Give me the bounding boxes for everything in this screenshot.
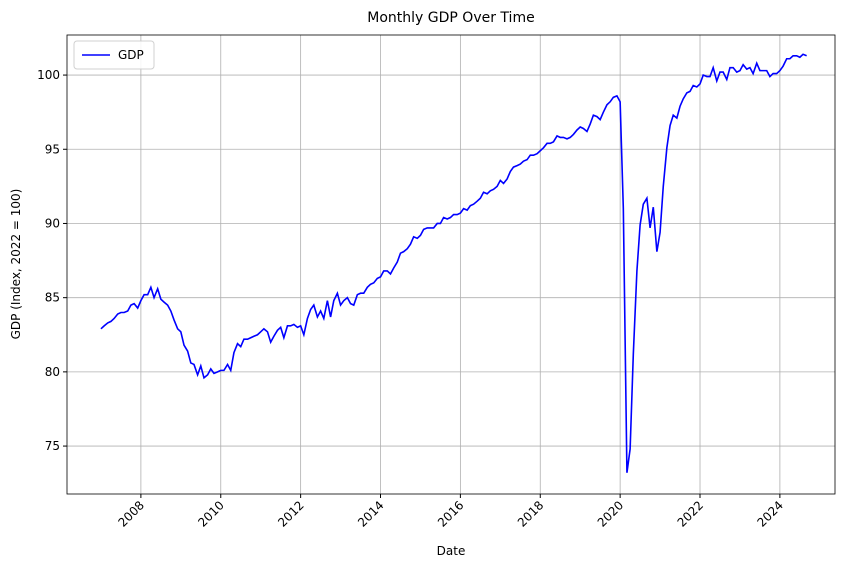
y-tick-label: 75 (45, 439, 60, 453)
y-tick-label: 80 (45, 365, 60, 379)
x-tick-label: 2010 (195, 498, 226, 529)
y-axis-label: GDP (Index, 2022 = 100) (9, 189, 23, 340)
y-tick-label: 95 (45, 142, 60, 156)
x-tick-label: 2016 (435, 498, 466, 529)
chart-title: Monthly GDP Over Time (367, 10, 534, 26)
x-tick-label: 2022 (675, 498, 706, 529)
y-tick-label: 100 (37, 68, 60, 82)
plot-frame (66, 34, 836, 495)
data-line (100, 53, 807, 473)
x-tick-label: 2012 (275, 498, 306, 529)
x-tick-label: 2014 (355, 498, 386, 529)
x-tick-label: 2020 (595, 498, 626, 529)
x-tick-label: 2008 (116, 498, 147, 529)
x-tick-label: 2024 (755, 498, 786, 529)
x-tick-label: 2018 (515, 498, 546, 529)
x-axis-label: Date (437, 544, 466, 558)
legend-label: GDP (118, 48, 144, 62)
legend: GDP (73, 40, 155, 70)
y-tick-label: 90 (45, 216, 60, 230)
y-tick-label: 85 (45, 291, 60, 305)
legend-box (73, 40, 155, 70)
